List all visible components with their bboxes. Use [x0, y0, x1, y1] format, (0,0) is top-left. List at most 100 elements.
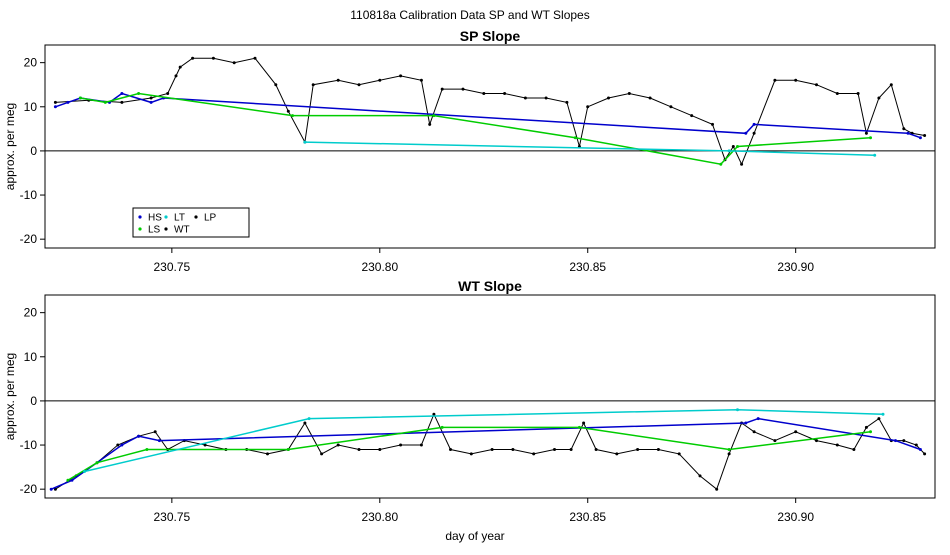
- sp-slope-series-lt-point: [873, 153, 877, 157]
- sp-slope-series-wt-point: [274, 83, 278, 87]
- sp-slope-series-wt-point: [648, 96, 652, 100]
- sp-slope-series-wt-point: [211, 56, 215, 60]
- wt-slope-series-hs-point: [918, 448, 922, 451]
- wt-slope-series-lt-point: [307, 417, 311, 421]
- x-axis-label: day of year: [445, 529, 504, 543]
- sp-slope-series-hs-point: [53, 105, 57, 109]
- sp-slope-series-wt-point: [461, 87, 465, 91]
- sp-slope-series-wt-line: [55, 57, 925, 166]
- sp-slope-series-ls-point: [291, 114, 294, 118]
- wt-slope-y-tick-label: 20: [24, 306, 38, 320]
- wt-slope-series-wt-line: [55, 412, 925, 491]
- sp-slope-series-lt-point: [727, 149, 731, 153]
- sp-slope-series-wt-point: [428, 122, 432, 126]
- sp-slope-series-wt-point: [690, 114, 694, 118]
- sp-slope-series-wt-point: [482, 92, 486, 95]
- wt-slope-panel: WT Slope -20 -10 0 10 20 230.75 230.80 230.85 230…: [3, 278, 936, 524]
- wt-slope-series-wt-point: [815, 439, 818, 443]
- sp-slope-series-hs-point: [906, 131, 910, 135]
- wt-slope-series-wt-point: [615, 452, 619, 456]
- wt-slope-series-hs-point: [157, 439, 161, 443]
- wt-slope-series-wt-point: [698, 474, 702, 478]
- wt-slope-series-lt-line: [84, 408, 884, 473]
- sp-slope-y-tick-label: -20: [20, 232, 38, 246]
- sp-slope-series-wt-point: [253, 56, 257, 60]
- wt-slope-series-wt-point: [419, 443, 423, 447]
- wt-slope-series-wt-point: [511, 448, 515, 451]
- wt-slope-series-wt-point: [594, 448, 598, 451]
- sp-slope-series-wt-point: [835, 92, 839, 95]
- wt-slope-series-hs-point: [744, 421, 748, 425]
- sp-slope-series-hs-point: [66, 100, 70, 104]
- sp-slope-y-tick-label: -10: [20, 188, 38, 202]
- sp-slope-series-wt-point: [627, 92, 631, 95]
- wt-slope-series-ls-point: [66, 478, 70, 482]
- sp-slope-series-wt-point: [120, 100, 124, 104]
- sp-slope-x-tick-label: 230.85: [569, 260, 606, 274]
- sp-slope-series-wt-point: [311, 83, 315, 87]
- sp-slope-series-hs-point: [752, 122, 756, 126]
- sp-slope-series-wt-point: [902, 127, 906, 131]
- wt-slope-series-wt-point: [923, 452, 927, 456]
- legend-marker-wt: [164, 227, 168, 231]
- wt-slope-x-tick-label: 230.75: [153, 510, 190, 524]
- legend-marker-lp: [194, 215, 198, 219]
- wt-slope-series-hs-point: [49, 487, 53, 491]
- sp-slope-series-wt-point: [731, 145, 735, 148]
- wt-slope-series-wt-point: [636, 448, 640, 451]
- wt-slope-series-lt-point: [881, 412, 885, 416]
- sp-slope-series-wt-point: [191, 56, 195, 60]
- wt-slope-series-wt-point: [378, 448, 382, 451]
- sp-slope-y-axis-label: approx. per meg: [3, 103, 17, 190]
- sp-slope-series-ls-point: [103, 100, 107, 104]
- wt-slope-series-wt-point: [852, 448, 856, 451]
- sp-slope-series-wt-point: [740, 162, 744, 166]
- wt-slope-series-wt-point: [266, 452, 269, 456]
- wt-slope-y-tick-label: -20: [20, 482, 38, 496]
- sp-slope-series-wt-point: [544, 96, 548, 100]
- wt-slope-series-ls-line: [67, 426, 871, 481]
- wt-slope-series-ls-point: [145, 448, 149, 451]
- sp-slope-series-ls-point: [137, 92, 141, 95]
- sp-slope-series-wt-point: [864, 131, 868, 135]
- wt-slope-series-wt-point: [303, 421, 307, 425]
- legend-label-ls: LS: [148, 225, 161, 236]
- wt-slope-series-wt-point: [357, 448, 361, 451]
- wt-slope-series-ls-point: [440, 425, 444, 429]
- sp-slope-series-wt-point: [232, 61, 236, 65]
- wt-slope-series-hs-point: [137, 434, 141, 438]
- wt-slope-x-tick-label: 230.90: [777, 510, 814, 524]
- sp-slope-series-hs-point: [918, 136, 922, 140]
- wt-slope-series-lt-point: [736, 408, 739, 412]
- wt-slope-series-wt-point: [336, 443, 340, 447]
- wt-slope-series-wt-point: [490, 448, 494, 451]
- wt-slope-series-wt-point: [914, 443, 918, 447]
- sp-slope-series-ls-point: [78, 96, 82, 100]
- sp-slope-y-tick-label: 20: [24, 56, 38, 70]
- wt-slope-y-tick-label: 0: [30, 394, 37, 408]
- sp-slope-panel: SP Slope -20 -10 0 10 20 230.75 230.80 230.85 230…: [3, 28, 936, 274]
- legend-label-hs: HS: [148, 213, 162, 224]
- legend-label-lt: LT: [174, 213, 185, 224]
- wt-slope-series-wt-point: [532, 452, 536, 456]
- figure-title: 110818a Calibration Data SP and WT Slope…: [350, 8, 589, 22]
- sp-slope-series-wt-point: [166, 92, 170, 95]
- wt-slope-series-wt-point: [677, 452, 681, 456]
- legend-label-wt: WT: [174, 225, 190, 236]
- wt-slope-series-hs-point: [120, 443, 124, 447]
- sp-slope-series-ls-point: [573, 136, 577, 140]
- legend-marker-lt: [164, 215, 168, 219]
- sp-slope-series-wt-point: [877, 96, 881, 100]
- legend-marker-ls: [138, 227, 142, 231]
- sp-slope-x-tick-label: 230.80: [361, 260, 398, 274]
- wt-slope-series-wt-point: [116, 443, 120, 447]
- sp-slope-y-tick-label: 0: [30, 144, 37, 158]
- wt-slope-series-hs-line: [50, 417, 921, 490]
- legend-label-lp: LP: [204, 213, 217, 224]
- wt-slope-title: WT Slope: [458, 278, 522, 294]
- sp-slope-series-wt-point: [149, 96, 153, 100]
- sp-slope-series-wt-point: [794, 78, 798, 82]
- sp-slope-series-wt-point: [711, 122, 714, 126]
